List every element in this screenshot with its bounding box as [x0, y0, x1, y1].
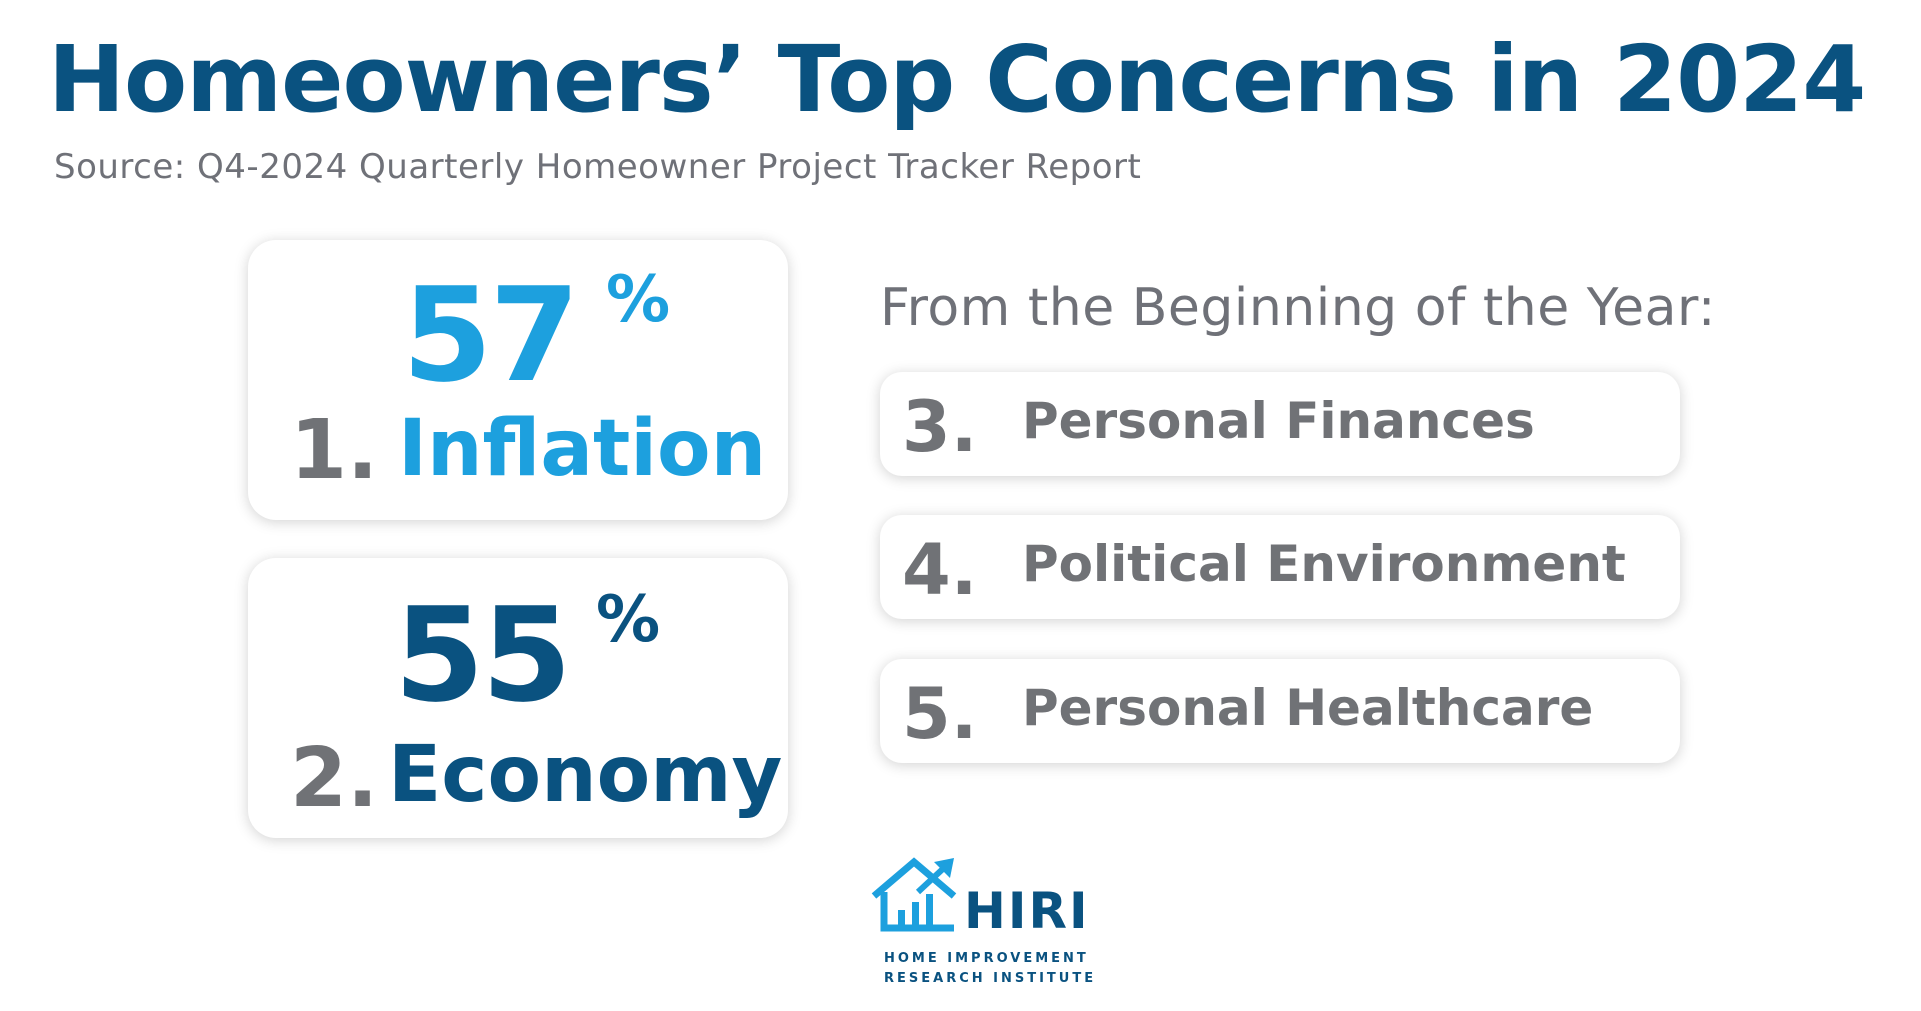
personal-finances-label: Personal Finances [1022, 392, 1535, 450]
page-title: Homeowners’ Top Concerns in 2024 [48, 26, 1866, 133]
inflation-rank: 1. [290, 403, 379, 498]
personal-healthcare-rank: 5. [902, 673, 978, 755]
inflation-percent-value: 57 [402, 259, 580, 411]
concern-card-political-environment: 4. Political Environment [880, 515, 1680, 619]
economy-percent-value: 55 [394, 579, 572, 731]
source-citation: Source: Q4-2024 Quarterly Homeowner Proj… [54, 147, 1142, 187]
concern-card-inflation: 57 % 1. Inflation [248, 240, 788, 520]
house-chart-icon [871, 857, 957, 932]
beginning-of-year-heading: From the Beginning of the Year: [880, 278, 1716, 338]
personal-healthcare-label: Personal Healthcare [1022, 679, 1594, 737]
concern-card-economy: 55 % 2. Economy [248, 558, 788, 838]
economy-percent-sign: % [596, 583, 661, 657]
economy-rank: 2. [290, 731, 379, 826]
hiri-logo: HIRI HOME IMPROVEMENT RESEARCH INSTITUTE [868, 852, 1093, 988]
political-environment-rank: 4. [902, 529, 978, 611]
concern-card-personal-healthcare: 5. Personal Healthcare [880, 659, 1680, 763]
economy-label: Economy [388, 730, 783, 820]
inflation-label: Inflation [398, 404, 767, 494]
logo-name: HIRI [964, 882, 1090, 940]
personal-finances-rank: 3. [902, 386, 978, 468]
logo-tagline-line1: HOME IMPROVEMENT [884, 951, 1089, 966]
logo-tagline-line2: RESEARCH INSTITUTE [884, 971, 1097, 986]
political-environment-label: Political Environment [1022, 535, 1626, 593]
inflation-percent-sign: % [606, 263, 671, 337]
concern-card-personal-finances: 3. Personal Finances [880, 372, 1680, 476]
